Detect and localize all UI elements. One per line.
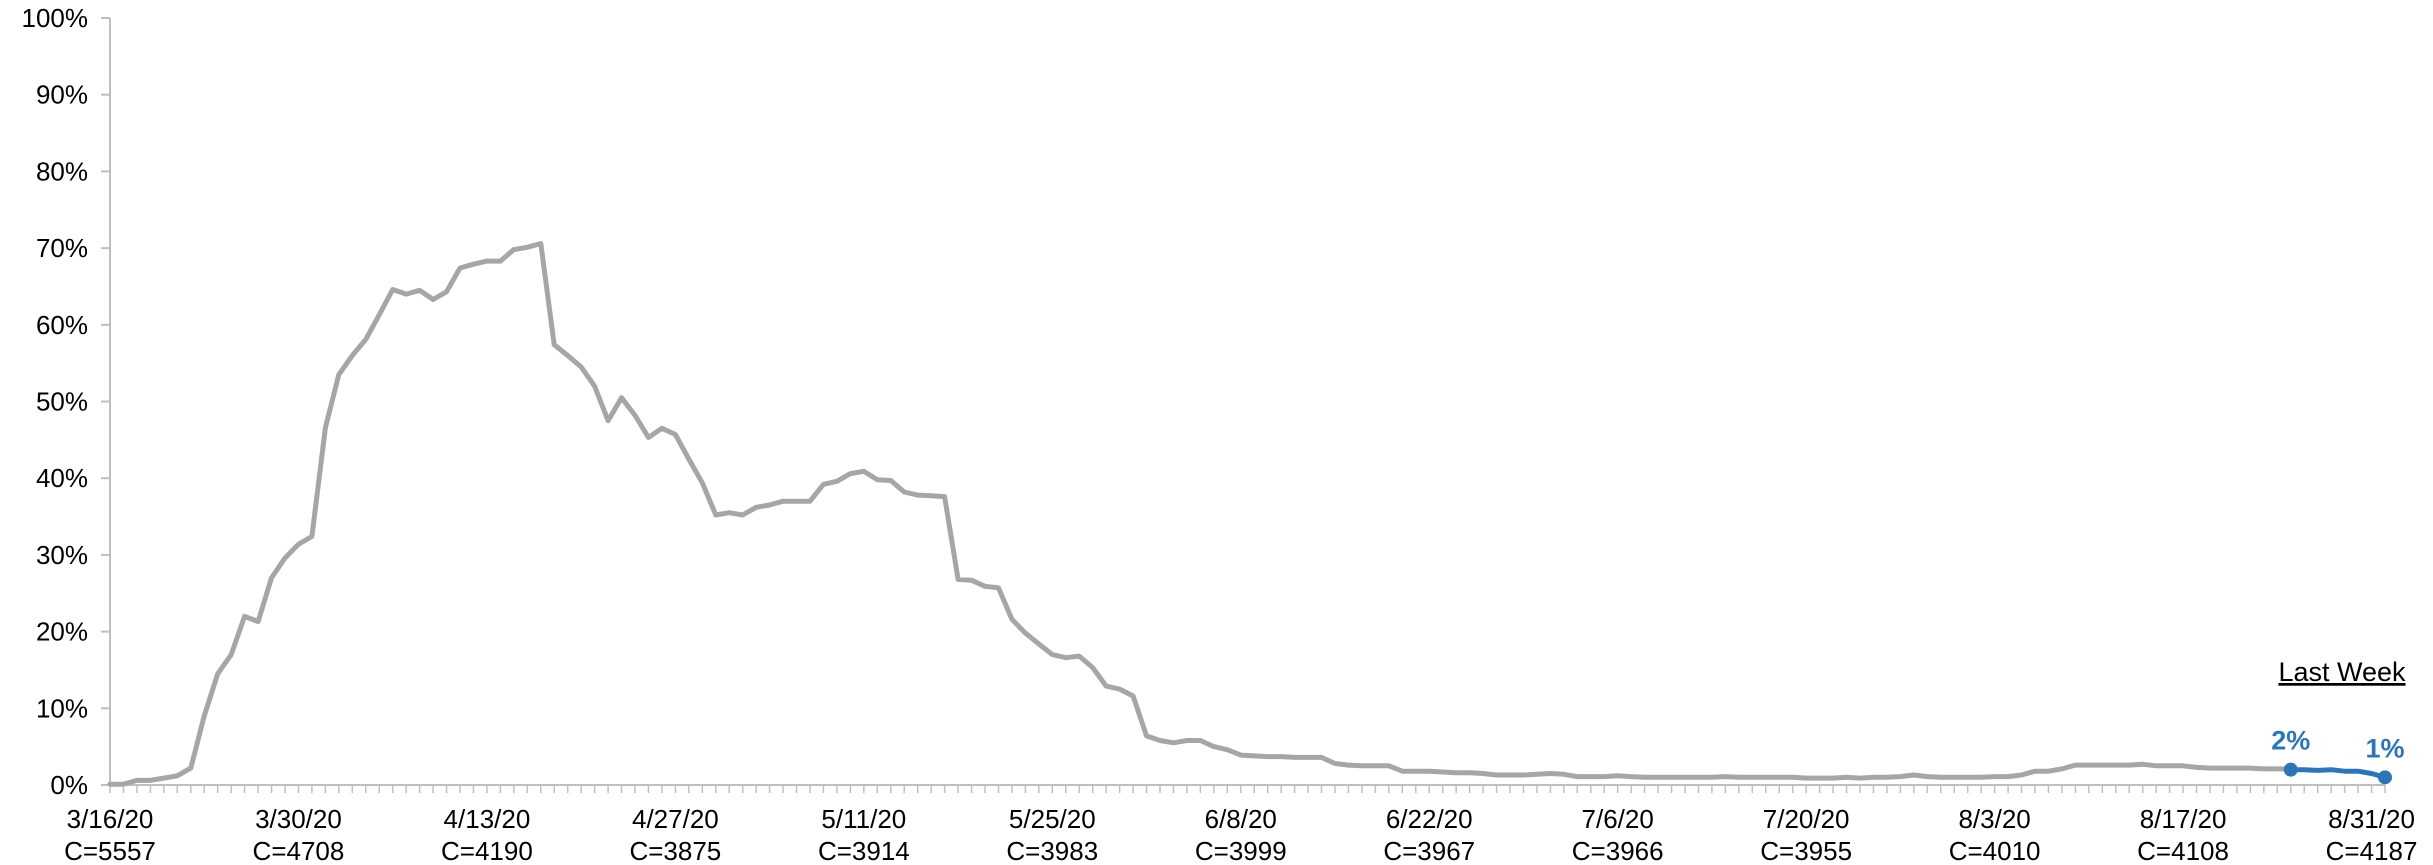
series-line-last-week bbox=[2288, 767, 2388, 780]
data-labels: 2% 1% bbox=[2271, 726, 2404, 764]
data-label: 1% bbox=[2365, 733, 2404, 763]
x-tick-date: 6/8/20 bbox=[1205, 804, 1277, 834]
x-tick-date: 8/3/20 bbox=[1958, 804, 2030, 834]
series-line-gray bbox=[107, 241, 2294, 787]
x-tick-date: 7/6/20 bbox=[1582, 804, 1654, 834]
x-tick-date: 8/17/20 bbox=[2140, 804, 2227, 834]
x-tick-date: 3/30/20 bbox=[255, 804, 342, 834]
x-tick-date: 5/11/20 bbox=[821, 804, 906, 834]
last-week-label: Last Week bbox=[2278, 657, 2406, 687]
x-tick-count: C=3966 bbox=[1572, 836, 1664, 865]
x-tick-count: C=4187 bbox=[2326, 836, 2418, 865]
x-tick-count: C=3967 bbox=[1383, 836, 1475, 865]
y-tick-label: 80% bbox=[36, 156, 88, 186]
y-tick-label: 0% bbox=[50, 770, 88, 800]
x-tick-count: C=4190 bbox=[441, 836, 533, 865]
y-tick-label: 10% bbox=[36, 693, 88, 723]
y-tick-label: 20% bbox=[36, 617, 88, 647]
x-tick-date: 4/13/20 bbox=[444, 804, 531, 834]
x-tick-date: 6/22/20 bbox=[1386, 804, 1473, 834]
x-tick-count: C=3983 bbox=[1006, 836, 1098, 865]
x-tick-count: C=3875 bbox=[629, 836, 721, 865]
x-tick-count: C=3955 bbox=[1760, 836, 1852, 865]
series-layer bbox=[107, 241, 2392, 787]
x-tick-date: 5/25/20 bbox=[1009, 804, 1096, 834]
y-tick-label: 60% bbox=[36, 310, 88, 340]
x-tick-count: C=3999 bbox=[1195, 836, 1287, 865]
x-tick-count: C=3914 bbox=[818, 836, 910, 865]
y-tick-label: 100% bbox=[22, 3, 89, 33]
x-tick-date: 8/31/20 bbox=[2328, 804, 2415, 834]
y-tick-label: 40% bbox=[36, 463, 88, 493]
y-tick-label: 90% bbox=[36, 80, 88, 110]
y-axis: 0% 10% 20% 30% 40% 50% 60% 70% 80% 90% 100% bbox=[22, 3, 111, 800]
x-tick-count: C=4708 bbox=[253, 836, 345, 865]
x-tick-date: 4/27/20 bbox=[632, 804, 719, 834]
y-tick-label: 30% bbox=[36, 540, 88, 570]
x-tick-count: C=5557 bbox=[64, 836, 156, 865]
x-tick-date: 3/16/20 bbox=[67, 804, 154, 834]
y-tick-label: 50% bbox=[36, 387, 88, 417]
x-tick-count: C=4108 bbox=[2137, 836, 2229, 865]
data-point bbox=[2283, 762, 2298, 777]
x-axis: 3/16/20C=5557 3/30/20C=4708 4/13/20C=4190 4… bbox=[64, 784, 2418, 865]
data-point bbox=[2378, 770, 2392, 785]
x-tick-count: C=4010 bbox=[1949, 836, 2041, 865]
y-tick-label: 70% bbox=[36, 233, 88, 263]
x-tick-date: 7/20/20 bbox=[1763, 804, 1850, 834]
data-label: 2% bbox=[2271, 726, 2310, 756]
